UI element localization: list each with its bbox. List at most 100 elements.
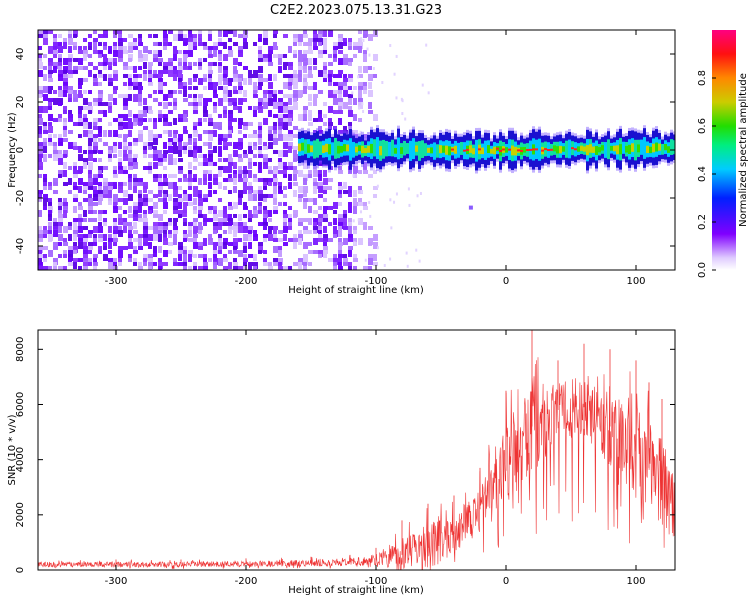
heatmap-cell <box>118 246 123 250</box>
heatmap-cell <box>208 170 212 174</box>
heatmap-cell <box>133 86 138 90</box>
heatmap-cell <box>73 90 77 94</box>
signal-cell <box>481 147 484 155</box>
heatmap-cell <box>348 58 353 62</box>
heatmap-cell <box>183 114 187 118</box>
heatmap-cell <box>143 110 147 117</box>
heatmap-cell <box>283 102 288 106</box>
heatmap-cell <box>173 46 177 50</box>
heatmap-cell <box>258 130 262 137</box>
heatmap-cell <box>273 130 277 134</box>
heatmap-cell <box>298 218 303 222</box>
heatmap-cell <box>213 146 217 153</box>
heatmap-cell <box>298 186 303 193</box>
heatmap-cell <box>108 50 112 54</box>
heatmap-cell <box>338 38 342 45</box>
signal-cell <box>448 146 451 156</box>
heatmap-cell <box>283 62 288 66</box>
heatmap-cell <box>288 82 292 86</box>
heatmap-cell <box>283 266 288 270</box>
heatmap-cell <box>253 154 257 158</box>
heatmap-cell <box>173 70 178 77</box>
heatmap-cell <box>368 90 373 97</box>
heatmap-cell <box>188 46 193 50</box>
heatmap-cell <box>373 166 376 170</box>
heatmap-cell <box>63 58 68 65</box>
signal-cell <box>454 145 457 154</box>
heatmap-cell <box>258 242 263 246</box>
heatmap-cell <box>223 54 228 61</box>
heatmap-cell <box>253 210 258 217</box>
heatmap-cell <box>168 94 173 98</box>
signal-cell <box>370 143 373 154</box>
heatmap-cell <box>103 46 107 50</box>
heatmap-cell <box>83 266 88 270</box>
heatmap-cell <box>173 54 177 61</box>
y-tick-label: 0 <box>15 567 26 573</box>
heatmap-cell <box>258 34 262 41</box>
heatmap-cell <box>78 238 83 242</box>
heatmap-cell <box>243 150 247 154</box>
heatmap-cell <box>248 254 253 258</box>
heatmap-cell <box>183 126 187 133</box>
heatmap-cell <box>313 86 317 90</box>
heatmap-cell <box>163 194 167 201</box>
heatmap-cell <box>128 146 132 153</box>
heatmap-cell <box>78 266 82 270</box>
heatmap-cell <box>198 162 203 166</box>
heatmap-cell <box>53 266 57 270</box>
heatmap-cell <box>93 178 98 185</box>
heatmap-cell <box>188 30 192 37</box>
heatmap-cell <box>178 246 183 250</box>
heatmap-cell <box>148 190 153 194</box>
heatmap-cell <box>278 182 282 189</box>
signal-cell <box>595 145 598 155</box>
heatmap-cell <box>328 118 332 122</box>
heatmap-cell <box>43 154 47 158</box>
heatmap-cell <box>248 230 252 237</box>
heatmap-cell <box>88 138 93 142</box>
heatmap-cell <box>188 146 192 150</box>
signal-cell <box>637 144 640 153</box>
heatmap-cell <box>293 158 297 162</box>
heatmap-cell <box>123 246 128 250</box>
heatmap-cell <box>318 30 323 37</box>
heatmap-cell <box>188 202 193 206</box>
heatmap-cell <box>98 250 102 254</box>
heatmap-cell <box>83 98 88 105</box>
signal-cell <box>394 147 397 154</box>
heatmap-cell <box>253 70 258 74</box>
heatmap-cell <box>278 114 283 121</box>
heatmap-cell <box>353 98 357 105</box>
heatmap-cell <box>183 34 187 38</box>
heatmap-cell <box>198 34 202 41</box>
heatmap-cell <box>163 262 168 266</box>
heatmap-cell <box>243 166 247 170</box>
heatmap-cell <box>401 112 404 116</box>
heatmap-cell <box>278 158 282 162</box>
heatmap-cell <box>268 230 272 234</box>
heatmap-cell <box>253 110 257 117</box>
heatmap-cell <box>78 118 83 122</box>
heatmap-cell <box>48 62 53 66</box>
heatmap-cell <box>48 230 52 234</box>
signal-cell <box>517 149 520 152</box>
heatmap-cell <box>183 206 187 213</box>
heatmap-cell <box>78 242 83 249</box>
heatmap-cell <box>353 230 357 234</box>
heatmap-cell <box>53 258 58 265</box>
heatmap-cell <box>323 242 327 246</box>
heatmap-cell <box>58 142 63 146</box>
heatmap-cell <box>143 242 148 246</box>
heatmap-cell <box>178 142 182 146</box>
heatmap-cell <box>158 78 163 82</box>
heatmap-cell <box>293 34 298 38</box>
heatmap-cell <box>183 142 188 146</box>
signal-cell <box>409 140 412 161</box>
heatmap-cell <box>158 82 163 86</box>
y-tick-label: 20 <box>15 96 26 109</box>
heatmap-cell <box>238 174 242 178</box>
heatmap-cell <box>308 170 312 174</box>
heatmap-cell <box>288 110 293 117</box>
heatmap-cell <box>288 226 292 230</box>
